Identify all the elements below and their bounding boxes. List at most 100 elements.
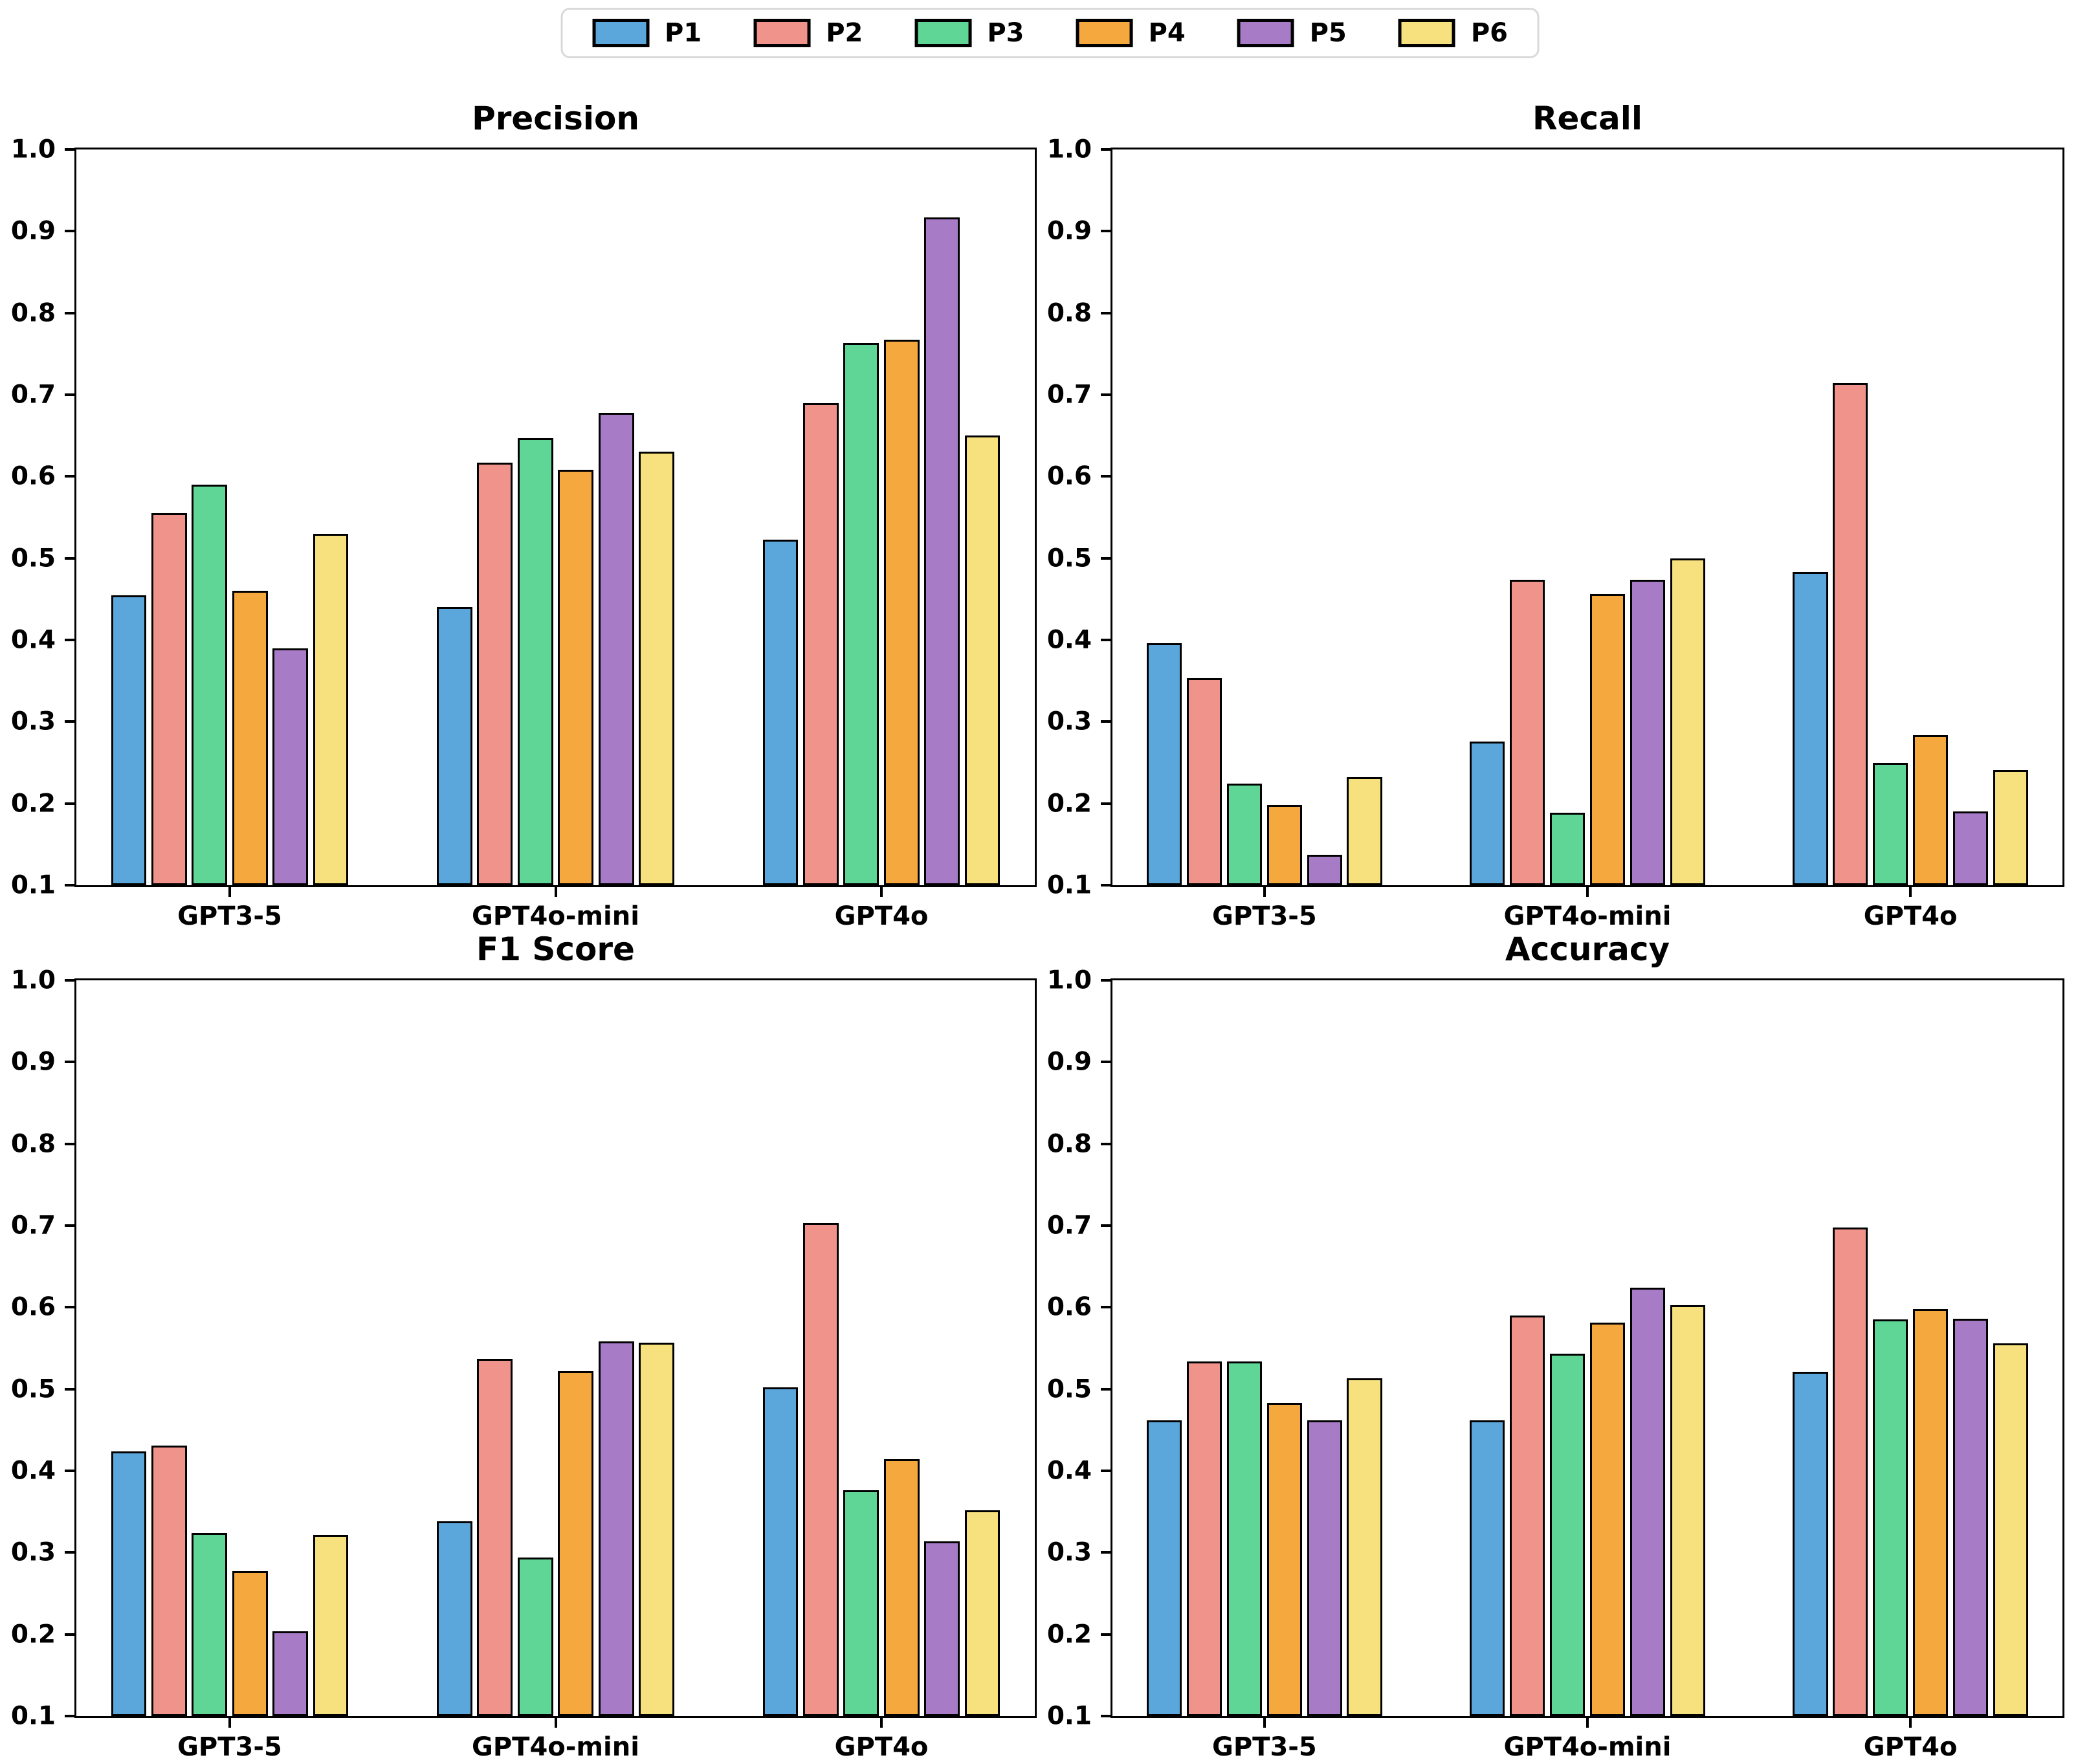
- legend-label: P3: [987, 18, 1024, 48]
- bar-recall-gpt3-5-p6: [1347, 777, 1382, 885]
- bar-recall-gpt4o-mini-p6: [1670, 558, 1705, 885]
- y-tick-mark: [65, 1224, 74, 1227]
- x-tick-label-gpt4o-mini: GPT4o-mini: [1503, 1732, 1672, 1762]
- y-tick-mark: [65, 1306, 74, 1309]
- y-tick-label: 0.6: [1046, 461, 1092, 491]
- bar-accuracy-gpt4o-mini-p1: [1470, 1420, 1505, 1716]
- y-tick-label: 0.6: [1046, 1292, 1092, 1322]
- y-tick-label: 0.9: [1046, 1047, 1092, 1077]
- y-tick-label: 0.1: [10, 870, 56, 900]
- bar-precision-gpt4o-mini-p6: [639, 452, 674, 885]
- bar-accuracy-gpt4o-mini-p4: [1589, 1323, 1626, 1716]
- y-tick-label: 0.8: [1046, 298, 1092, 328]
- bar-accuracy-gpt3-5-p4: [1266, 1403, 1302, 1716]
- bar-f1-score-gpt4o-mini-p3: [517, 1557, 553, 1716]
- bar-recall-gpt3-5-p2: [1186, 678, 1222, 885]
- bar-accuracy-gpt3-5-p3: [1226, 1361, 1263, 1716]
- legend-swatch-p2: [753, 19, 811, 47]
- bar-accuracy-gpt3-5-p6: [1347, 1378, 1382, 1716]
- plot-area-f1-score: 0.1 0.2 0.3 0.4 0.5 0.6 0.7 0.8 0.9 1.0 GPT3-5 GPT4…: [11, 968, 1037, 1760]
- y-tick-label: 0.8: [10, 1129, 56, 1159]
- y-tick-label: 0.3: [10, 707, 56, 736]
- legend-label: P2: [826, 18, 863, 48]
- bar-precision-gpt4o-mini-p3: [517, 437, 553, 885]
- y-tick-label: 0.6: [10, 1292, 56, 1322]
- y-tick-label: 1.0: [10, 965, 56, 995]
- y-tick-label: 0.3: [1046, 1537, 1092, 1567]
- bar-precision-gpt4o-p2: [803, 402, 839, 885]
- bar-f1-score-gpt4o-mini-p4: [558, 1371, 594, 1716]
- x-tick-label-gpt3-5: GPT3-5: [177, 901, 282, 931]
- y-tick-label: 0.1: [1046, 1701, 1092, 1731]
- bar-f1-score-gpt4o-p6: [964, 1510, 1000, 1716]
- y-tick-mark: [1101, 1715, 1111, 1717]
- y-tick-label: 0.3: [1046, 707, 1092, 736]
- bar-recall-gpt3-5-p3: [1226, 784, 1263, 885]
- y-tick-label: 1.0: [1046, 965, 1092, 995]
- bar-precision-gpt4o-mini-p4: [558, 470, 594, 885]
- bar-f1-score-gpt3-5-p4: [232, 1571, 268, 1716]
- y-tick-mark: [65, 639, 74, 641]
- bar-precision-gpt4o-mini-p2: [477, 462, 513, 885]
- bar-recall-gpt4o-mini-p3: [1549, 812, 1586, 885]
- bar-accuracy-gpt4o-mini-p6: [1670, 1305, 1705, 1716]
- plot-area-precision: 0.1 0.2 0.3 0.4 0.5 0.6 0.7 0.8 0.9 1.0 GPT3-5 GPT4…: [11, 137, 1037, 929]
- x-tick-mark: [1909, 1718, 1912, 1728]
- bar-precision-gpt4o-mini-p5: [598, 412, 634, 885]
- y-tick-mark: [65, 393, 74, 396]
- bar-recall-gpt4o-p4: [1912, 734, 1949, 885]
- plot-title-precision: Precision: [472, 100, 639, 137]
- legend-label: P1: [665, 18, 702, 48]
- bar-accuracy-gpt4o-p2: [1833, 1227, 1868, 1716]
- bar-accuracy-gpt3-5-p5: [1307, 1420, 1342, 1716]
- y-tick-label: 0.9: [1046, 216, 1092, 246]
- y-tick-mark: [1101, 230, 1111, 233]
- x-tick-label-gpt3-5: GPT3-5: [177, 1732, 282, 1762]
- y-tick-label: 0.9: [10, 1047, 56, 1077]
- y-tick-label: 0.5: [1046, 1374, 1092, 1404]
- y-tick-mark: [65, 556, 74, 560]
- bar-recall-gpt4o-mini-p4: [1589, 594, 1626, 885]
- y-tick-label: 0.2: [1046, 1620, 1092, 1649]
- y-tick-label: 0.6: [10, 461, 56, 491]
- y-tick-label: 1.0: [10, 135, 56, 164]
- bar-precision-gpt3-5-p2: [151, 513, 187, 885]
- y-tick-mark: [65, 230, 74, 233]
- plot-title-f1-score: F1 Score: [476, 931, 635, 968]
- y-tick-mark: [1101, 1306, 1111, 1309]
- x-tick-mark: [554, 887, 557, 897]
- y-tick-mark: [65, 979, 74, 982]
- legend-item-p6: P6: [1398, 19, 1508, 47]
- x-tick-label-gpt3-5: GPT3-5: [1212, 1732, 1317, 1762]
- bar-accuracy-gpt4o-p1: [1793, 1372, 1828, 1716]
- bar-accuracy-gpt4o-mini-p5: [1630, 1288, 1665, 1716]
- y-tick-label: 0.5: [10, 544, 56, 573]
- y-tick-mark: [1101, 1142, 1111, 1145]
- y-tick-label: 0.1: [10, 1701, 56, 1731]
- x-tick-mark: [1909, 887, 1912, 897]
- bar-accuracy-gpt4o-mini-p2: [1510, 1315, 1545, 1716]
- bar-recall-gpt4o-p5: [1952, 811, 1989, 885]
- subplot-f1-score: F1 Score 0.1 0.2 0.3 0.4 0.5 0.6 0.7 0.8 0.9 1.0 G…: [11, 933, 1037, 1760]
- y-tick-mark: [1101, 884, 1111, 887]
- legend-swatch-p5: [1237, 19, 1294, 47]
- y-tick-mark: [1101, 556, 1111, 560]
- bar-accuracy-gpt4o-p4: [1912, 1308, 1949, 1716]
- x-tick-mark: [880, 887, 883, 897]
- plot-area-recall: 0.1 0.2 0.3 0.4 0.5 0.6 0.7 0.8 0.9 1.0 GPT3-5 GPT4…: [1047, 137, 2064, 929]
- bar-recall-gpt4o-mini-p1: [1470, 741, 1505, 885]
- x-tick-mark: [228, 887, 231, 897]
- bar-f1-score-gpt4o-mini-p6: [639, 1342, 674, 1716]
- y-tick-mark: [65, 475, 74, 478]
- bar-f1-score-gpt4o-p4: [883, 1459, 920, 1716]
- bar-f1-score-gpt4o-p2: [803, 1223, 839, 1716]
- x-tick-label-gpt4o: GPT4o: [834, 1732, 929, 1762]
- bar-accuracy-gpt4o-p5: [1952, 1319, 1989, 1716]
- bar-accuracy-gpt4o-mini-p3: [1549, 1354, 1586, 1716]
- y-tick-label: 0.2: [10, 789, 56, 819]
- plot-title-recall: Recall: [1532, 100, 1643, 137]
- y-tick-mark: [65, 1061, 74, 1064]
- legend-swatch-p1: [592, 19, 650, 47]
- y-tick-mark: [1101, 639, 1111, 641]
